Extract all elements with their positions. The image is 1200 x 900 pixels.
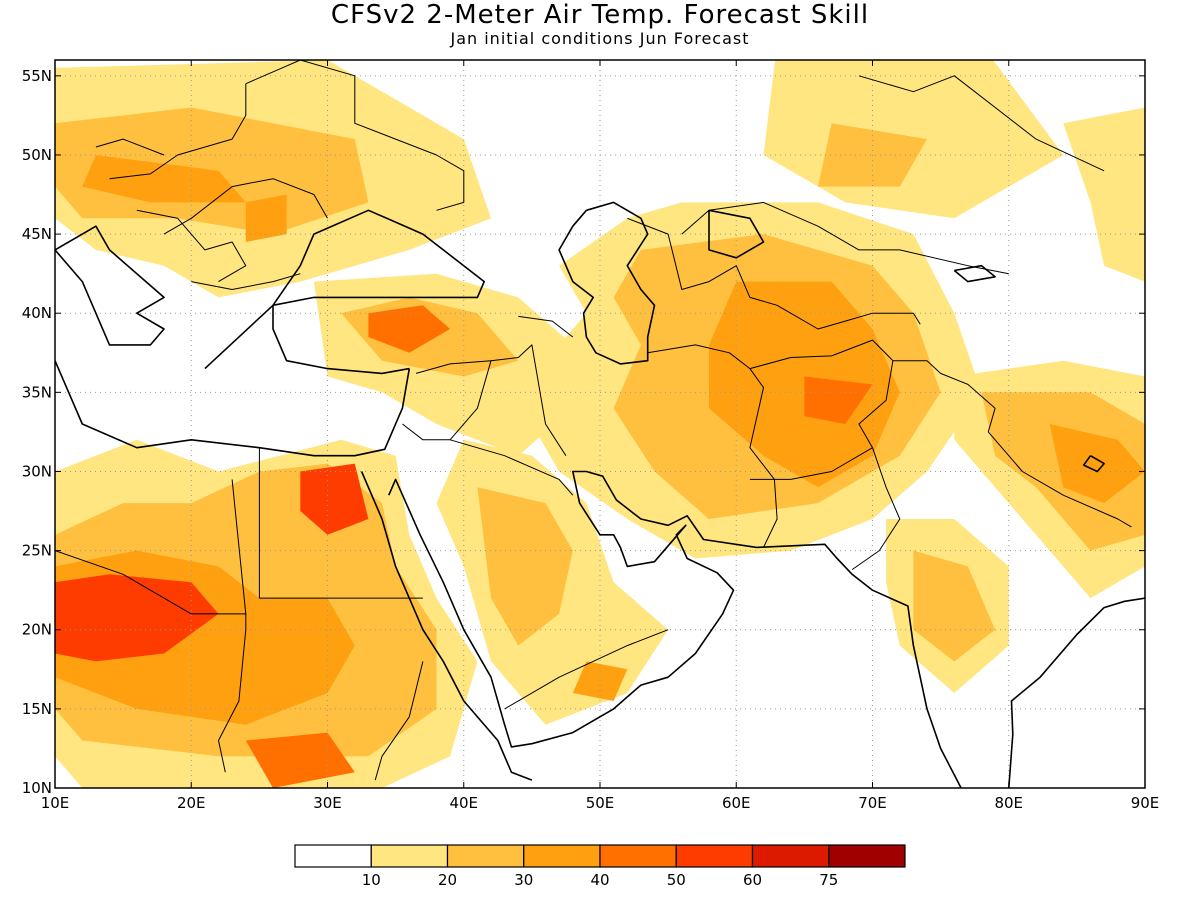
colorbar-swatch-1: [370, 844, 449, 868]
colorbar-swatch-5: [675, 844, 754, 868]
lat-tick-label: 25N: [22, 542, 52, 560]
colorbar-label: 30: [514, 871, 533, 889]
skill-region-27: [1063, 107, 1145, 282]
lat-tick-label: 30N: [22, 462, 52, 480]
country-border-5: [490, 344, 567, 456]
colorbar-label: 75: [819, 871, 838, 889]
skill-region-2: [82, 155, 246, 203]
colorbar-swatch-3: [523, 844, 601, 868]
coastline-7: [558, 201, 656, 365]
colorbar-swatch-0: [294, 844, 372, 868]
colorbar: 10 20 30 40 50 60 75: [294, 844, 906, 889]
lon-tick-label: 40E: [449, 794, 478, 812]
lat-tick-label: 35N: [22, 383, 52, 401]
coastline-3: [55, 360, 411, 457]
country-border-15: [858, 75, 1105, 172]
country-border-2: [218, 613, 247, 773]
colorbar-swatch-2: [446, 844, 525, 868]
country-border-1: [258, 447, 423, 599]
coastline-9: [953, 264, 996, 283]
coastline-1: [204, 209, 486, 370]
lat-tick-label: 15N: [22, 700, 52, 718]
lat-tick-label: 45N: [22, 225, 52, 243]
country-border-9: [647, 344, 778, 548]
coastline-6: [1008, 597, 1145, 788]
skill-region-16: [55, 574, 219, 662]
country-border-17: [163, 178, 328, 235]
border-layer: [55, 60, 1132, 781]
country-border-13: [627, 217, 921, 330]
colorbar-label: 10: [362, 871, 381, 889]
country-border-11: [851, 447, 901, 571]
country-border-8: [518, 315, 574, 338]
coastline-5: [388, 470, 962, 788]
skill-shading-layer: [55, 60, 1145, 788]
latitude-axis: 10N 15N 20N 25N 30N 35N 40N 45N 50N 55N: [22, 67, 1145, 797]
lat-tick-label: 50N: [22, 146, 52, 164]
country-border-12: [892, 360, 1132, 528]
coastline-4: [360, 471, 533, 781]
lat-tick-label: 40N: [22, 304, 52, 322]
coastline-10: [1082, 455, 1105, 473]
country-border-19: [136, 209, 247, 283]
colorbar-label: 60: [743, 871, 762, 889]
country-border-4: [402, 360, 492, 441]
lon-tick-label: 10E: [41, 794, 70, 812]
coastline-layer: [55, 201, 1145, 788]
country-border-0: [55, 479, 247, 615]
lon-tick-label: 30E: [313, 794, 342, 812]
skill-region-4: [763, 60, 1064, 219]
skill-region-17: [300, 463, 369, 535]
country-border-21: [95, 138, 165, 156]
country-border-16: [191, 273, 301, 290]
skill-region-12: [368, 305, 451, 353]
map-subtitle: Jan initial conditions Jun Forecast: [450, 29, 750, 48]
lon-tick-label: 70E: [858, 794, 887, 812]
gridlines: [55, 60, 1145, 788]
country-border-7: [504, 629, 669, 710]
colorbar-swatch-6: [751, 844, 830, 868]
lat-tick-label: 55N: [22, 67, 52, 85]
colorbar-swatch-7: [828, 844, 906, 868]
lat-tick-label: 10N: [22, 779, 52, 797]
coastline-0: [55, 225, 165, 346]
colorbar-label: 40: [590, 871, 609, 889]
skill-region-5: [818, 123, 927, 187]
lon-tick-label: 80E: [994, 794, 1023, 812]
skill-region-9: [804, 376, 873, 424]
country-border-20: [245, 60, 465, 211]
lat-tick-label: 20N: [22, 621, 52, 639]
skill-region-23: [913, 550, 996, 662]
skill-region-18: [245, 732, 355, 788]
coastline-2: [272, 305, 410, 375]
skill-region-3: [245, 194, 287, 242]
longitude-axis: 10E 20E 30E 40E 50E 60E 70E 80E 90E: [41, 60, 1160, 812]
country-border-6: [449, 439, 574, 496]
colorbar-label: 50: [667, 871, 686, 889]
coastline-8: [708, 209, 765, 259]
lon-tick-label: 60E: [722, 794, 751, 812]
country-border-3: [374, 661, 424, 781]
country-border-14: [681, 201, 1009, 275]
colorbar-swatch-4: [599, 844, 677, 868]
colorbar-label: 20: [438, 871, 457, 889]
skill-region-20: [477, 487, 573, 646]
map-title: CFSv2 2-Meter Air Temp. Forecast Skill: [330, 0, 870, 30]
lon-tick-label: 50E: [586, 794, 615, 812]
lon-tick-label: 20E: [177, 794, 206, 812]
lon-tick-label: 90E: [1131, 794, 1160, 812]
country-border-10: [749, 339, 894, 480]
skill-region-21: [572, 661, 628, 701]
country-border-18: [109, 83, 247, 180]
skill-region-26: [1049, 424, 1145, 504]
